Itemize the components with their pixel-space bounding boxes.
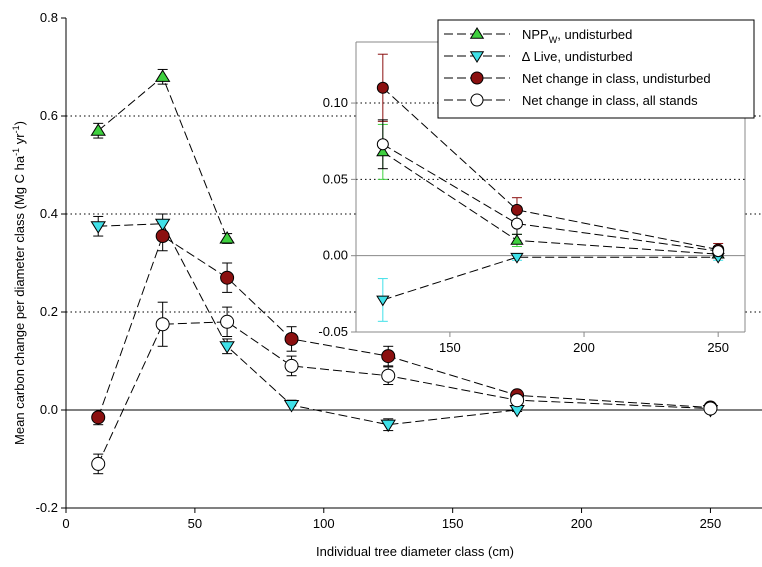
y-tick-label: -0.05 <box>318 324 348 339</box>
legend-box <box>437 19 755 119</box>
legend-marker <box>470 93 484 107</box>
y-tick-label: 0.05 <box>323 171 348 186</box>
x-tick-label: 150 <box>439 340 461 355</box>
series-line <box>382 256 719 301</box>
y-axis-label: Mean carbon change per diameter class (M… <box>11 121 27 445</box>
data-point <box>284 331 299 346</box>
data-point <box>380 419 396 433</box>
data-point <box>219 231 235 244</box>
data-point <box>376 145 390 157</box>
data-point <box>510 393 525 408</box>
data-point <box>155 229 170 244</box>
x-tick-label: 200 <box>571 516 593 531</box>
data-point <box>381 349 396 364</box>
legend-marker <box>469 27 485 39</box>
legend-label: Net change in class, undisturbed <box>522 71 711 86</box>
legend-label: NPPW, undisturbed <box>522 27 632 45</box>
y-tick-label: 0.2 <box>40 304 58 319</box>
y-tick-label: 0.0 <box>40 402 58 417</box>
data-point <box>91 456 106 471</box>
data-point <box>155 317 170 332</box>
x-tick-label: 150 <box>442 516 464 531</box>
data-point <box>90 123 106 136</box>
data-point <box>376 138 389 151</box>
y-tick-label: 0.10 <box>323 95 348 110</box>
x-tick-label: 250 <box>700 516 722 531</box>
data-point <box>154 218 171 232</box>
y-tick-label: 0.6 <box>40 108 58 123</box>
data-point <box>712 245 725 258</box>
data-point <box>283 400 300 413</box>
data-point <box>154 69 171 82</box>
data-point <box>376 81 389 94</box>
x-tick-label: 50 <box>188 516 202 531</box>
legend-marker <box>469 51 485 63</box>
x-axis-label: Individual tree diameter class (cm) <box>316 544 514 559</box>
legend-label: Net change in class, all stands <box>522 93 698 108</box>
x-tick-label: 250 <box>707 340 729 355</box>
data-point <box>510 217 523 230</box>
data-point <box>220 270 235 285</box>
series-line <box>382 87 719 251</box>
data-point <box>510 252 524 264</box>
legend-marker <box>470 71 484 85</box>
data-point <box>376 295 390 307</box>
data-point <box>703 401 718 416</box>
x-tick-label: 200 <box>573 340 595 355</box>
main-plot-panel: 0 50 100 150 200 250 -0.2 0.0 0.2 0.4 0.6 0.8 <box>36 10 762 531</box>
legend-label: ∆ Live, undisturbed <box>522 49 633 64</box>
data-point <box>91 410 106 425</box>
data-point <box>284 358 299 373</box>
data-point <box>510 233 524 245</box>
data-point <box>220 314 235 329</box>
x-tick-label: 0 <box>62 516 69 531</box>
legend: NPPW, undisturbed ∆ Live, undisturbed Net … <box>437 19 755 119</box>
data-point <box>219 341 235 354</box>
y-tick-label: -0.2 <box>36 500 58 515</box>
series-line <box>382 143 719 252</box>
series-line <box>97 321 711 465</box>
x-tick-label: 100 <box>313 516 335 531</box>
y-tick-label: 0.8 <box>40 10 58 25</box>
y-tick-label: 0.4 <box>40 206 58 221</box>
data-point <box>381 368 396 383</box>
y-tick-label: 0.00 <box>323 248 348 263</box>
data-point <box>510 203 523 216</box>
data-point <box>90 221 106 234</box>
